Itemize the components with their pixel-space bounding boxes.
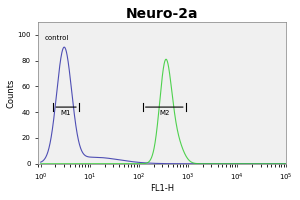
Text: M2: M2 — [159, 110, 169, 116]
Y-axis label: Counts: Counts — [7, 78, 16, 108]
X-axis label: FL1-H: FL1-H — [150, 184, 174, 193]
Text: M1: M1 — [61, 110, 71, 116]
Title: Neuro-2a: Neuro-2a — [126, 7, 199, 21]
Text: control: control — [45, 35, 69, 41]
